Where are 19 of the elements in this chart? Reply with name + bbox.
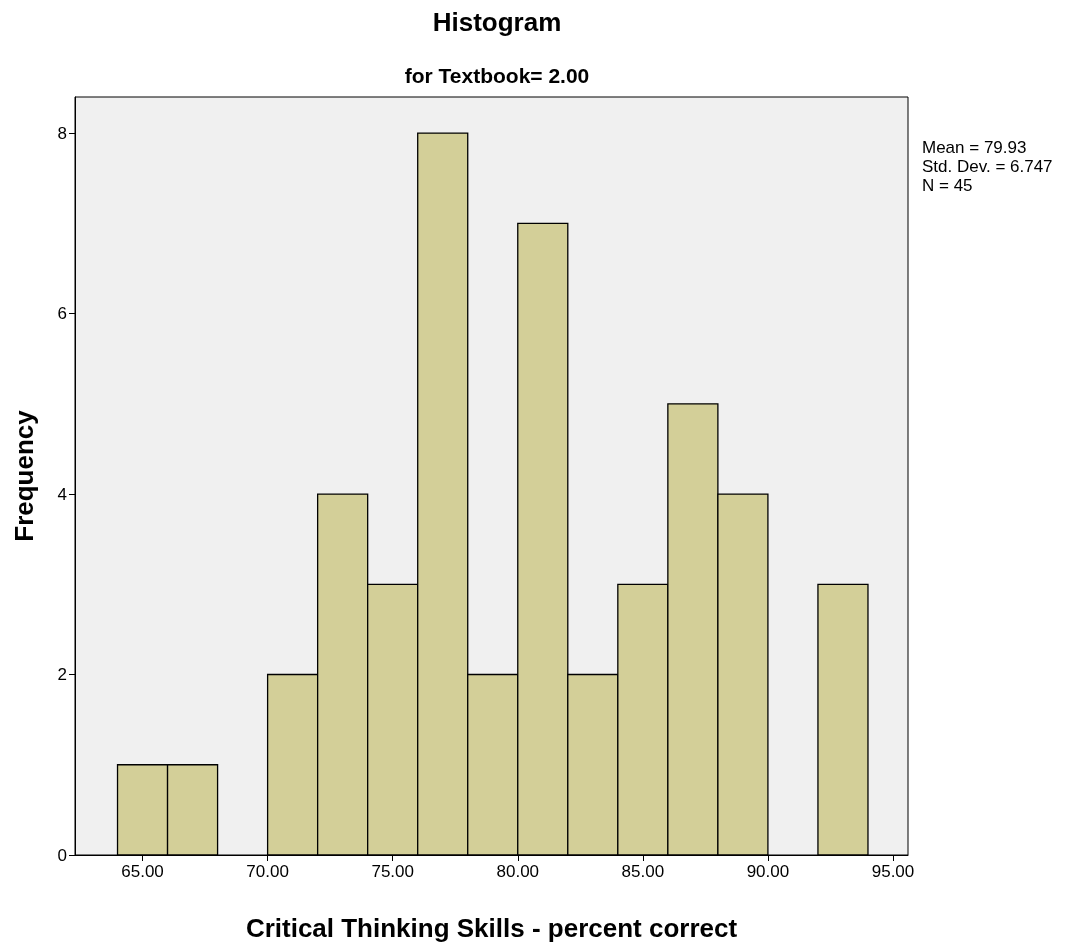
x-tick-label: 65.00 (121, 862, 164, 881)
x-tick-label: 80.00 (496, 862, 540, 881)
chart-title: Histogram (432, 7, 562, 37)
y-tick-label: 4 (57, 484, 67, 504)
x-tick-label: 85.00 (621, 862, 665, 881)
text: Std. Dev. = 6.747 (922, 157, 1053, 176)
y-tick-label: 2 (57, 665, 67, 685)
y-axis-title: Frequency (9, 409, 39, 542)
text: Mean = 79.93 (922, 138, 1027, 157)
x-tick-label: 95.00 (871, 862, 915, 881)
text: N = 45 (922, 176, 973, 195)
x-axis-title: Critical Thinking Skills - percent correct (245, 913, 738, 943)
x-tick-label: 70.00 (246, 862, 289, 881)
y-tick-label: 8 (57, 123, 67, 143)
x-tick-label: 75.00 (371, 862, 414, 881)
y-tick-label: 6 (57, 304, 67, 324)
chart-subtitle: for Textbook= 2.00 (404, 64, 590, 87)
x-tick-label: 90.00 (746, 862, 790, 881)
y-tick-label: 0 (57, 845, 67, 865)
